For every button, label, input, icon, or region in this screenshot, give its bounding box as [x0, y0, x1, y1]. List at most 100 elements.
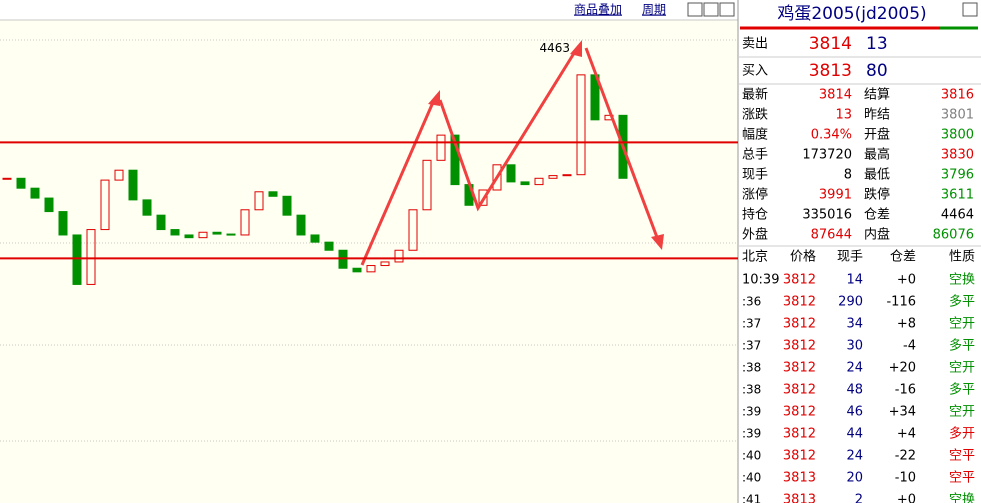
tick-oi: +8 [897, 317, 916, 332]
arrow-head [570, 40, 582, 57]
candle [114, 169, 124, 181]
candle [44, 197, 54, 213]
quote-title: 鸡蛋2005(jd2005) [777, 4, 926, 24]
candle [436, 134, 446, 161]
tick-price: 3812 [783, 317, 816, 332]
overlay-button[interactable]: 商品叠加 [574, 2, 622, 17]
book-price: 3813 [809, 61, 852, 81]
field-label: 仓差 [864, 208, 890, 223]
field-value: 13 [835, 108, 852, 123]
tick-price: 3812 [783, 383, 816, 398]
field-label: 持仓 [742, 208, 768, 223]
candle [478, 189, 488, 206]
field-label: 最新 [742, 87, 768, 103]
tick-time: :38 [742, 383, 761, 397]
candle [2, 177, 12, 180]
tick-time: :40 [742, 471, 761, 485]
tick-header: 北京 [742, 250, 768, 265]
tick-time: :37 [742, 339, 761, 353]
candle [422, 159, 432, 211]
tick-volume: 24 [846, 449, 863, 464]
field-value: 3830 [941, 148, 974, 163]
candle [16, 177, 26, 189]
tick-kind: 多平 [949, 382, 975, 398]
field-value: 3796 [941, 168, 974, 183]
field-label: 现手 [742, 168, 768, 183]
tick-volume: 14 [846, 273, 863, 288]
book-volume: 13 [866, 34, 888, 54]
tick-volume: 2 [855, 493, 863, 503]
candle [184, 234, 194, 239]
field-label: 开盘 [864, 127, 890, 143]
candle [212, 231, 222, 235]
field-value: 173720 [802, 148, 852, 163]
tick-header: 价格 [790, 249, 816, 265]
field-value: 3611 [941, 188, 974, 203]
tick-header: 性质 [949, 250, 975, 265]
candle [450, 134, 460, 186]
tick-volume: 34 [846, 317, 863, 332]
field-label: 昨结 [864, 108, 890, 123]
field-label: 跌停 [864, 187, 890, 203]
window-buttons [687, 2, 978, 17]
tick-price: 3812 [783, 427, 816, 442]
tick-price: 3812 [783, 295, 816, 310]
peak-label: 4463 [539, 41, 570, 55]
book-label: 卖出 [742, 37, 768, 52]
tick-kind: 多平 [949, 294, 975, 310]
field-label: 幅度 [742, 127, 768, 143]
tick-price: 3812 [783, 339, 816, 354]
btn-close[interactable] [962, 2, 978, 17]
candle [156, 214, 166, 231]
tick-kind: 多开 [949, 426, 975, 442]
tick-volume: 20 [846, 471, 863, 486]
tick-header: 现手 [837, 250, 863, 265]
candle [534, 177, 544, 186]
period-button[interactable]: 周期 [642, 3, 666, 17]
tick-time: 10:39 [742, 273, 779, 288]
candle [72, 234, 82, 285]
field-value: 335016 [802, 208, 852, 223]
btn-left[interactable] [687, 2, 703, 17]
tick-oi: +4 [897, 427, 916, 442]
field-value: 3816 [941, 88, 974, 103]
field-label: 涨停 [742, 187, 768, 203]
tick-volume: 290 [838, 295, 863, 310]
btn-restore[interactable] [703, 2, 719, 17]
book-price: 3814 [809, 34, 852, 54]
grid [0, 39, 738, 442]
tick-volume: 48 [846, 383, 863, 398]
arrow-head [651, 234, 664, 250]
field-value: 3801 [941, 108, 974, 123]
btn-right[interactable] [719, 2, 735, 17]
tick-kind: 多平 [949, 338, 975, 354]
tick-time: :40 [742, 449, 761, 463]
candle [296, 214, 306, 236]
arrow-head [428, 90, 440, 106]
candle [576, 74, 586, 176]
arrow [360, 99, 436, 266]
field-label: 最高 [864, 147, 890, 163]
tick-time: :39 [742, 427, 761, 441]
tick-price: 3812 [783, 449, 816, 464]
tick-volume: 44 [846, 427, 863, 442]
tick-kind: 空平 [949, 449, 975, 464]
tick-oi: -10 [895, 471, 916, 486]
tick-header: 仓差 [890, 250, 916, 265]
candle [198, 231, 208, 239]
tick-kind: 空换 [949, 493, 975, 503]
tick-volume: 30 [846, 339, 863, 354]
toolbar-bg [0, 0, 738, 20]
candle [282, 195, 292, 216]
candle [394, 249, 404, 263]
field-label: 外盘 [742, 227, 768, 243]
tick-price: 3813 [783, 471, 816, 486]
book-label: 买入 [742, 64, 768, 79]
tick-volume: 24 [846, 361, 863, 376]
tick-oi: +34 [889, 405, 916, 420]
tick-oi: +0 [897, 273, 916, 288]
candle [562, 174, 572, 177]
field-label: 最低 [864, 168, 890, 183]
field-label: 结算 [864, 88, 890, 103]
tick-time: :39 [742, 405, 761, 419]
